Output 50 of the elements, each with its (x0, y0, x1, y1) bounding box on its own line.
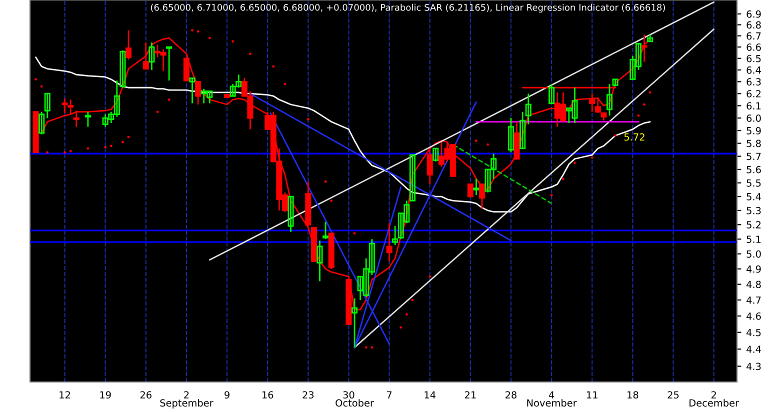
ref-line-label: 5.72 (624, 133, 644, 141)
x-tick-label: 25 (668, 391, 679, 399)
y-tick-label: 5.7 (746, 152, 761, 160)
x-tick-label: 14 (424, 391, 436, 398)
x-tick-label: 4 (548, 391, 554, 398)
y-tick-label: 6.5 (746, 54, 761, 62)
x2-tick-label: November (527, 399, 577, 407)
x-tick-label: 18 (628, 391, 638, 399)
y-tick-label: 6.7 (746, 32, 761, 40)
x-tick-label: 28 (506, 391, 517, 399)
x-tick-label: 2 (711, 391, 716, 398)
y-tick-label: 6.6 (746, 44, 761, 51)
x-tick-label: 30 (343, 391, 354, 399)
y-tick-label: 6.9 (746, 10, 761, 18)
y-tick-label: 6.4 (746, 66, 761, 74)
y-tick-label: 4.6 (746, 312, 761, 320)
y-tick-label: 4.9 (746, 265, 761, 273)
y-tick-label: 5.5 (746, 179, 761, 187)
y-tick-label: 4.8 (746, 280, 761, 288)
x-tick-label: 26 (140, 391, 152, 399)
y-tick-label: 6.8 (746, 21, 761, 29)
y-tick-label: 4.7 (746, 296, 761, 304)
x2-tick-label: September (160, 399, 214, 408)
x-tick-label: 19 (100, 391, 111, 399)
x2-tick-label: October (336, 399, 374, 407)
x-tick-label: 12 (60, 391, 70, 398)
y-tick-label: 4.3 (746, 362, 761, 370)
y-tick-label: 5.6 (746, 166, 761, 174)
x-tick-label: 21 (464, 391, 476, 398)
chart-title: (6.65000, 6.71000, 6.65000, 6.68000, +0.07000), Parabolic SAR (6.21165), Linear Regression Indicator (6.66618) (150, 4, 665, 13)
y-tick-label: 6.3 (746, 78, 761, 86)
y-tick-label: 5.0 (746, 250, 761, 258)
y-tick-label: 6.2 (746, 90, 761, 98)
x-tick-label: 2 (184, 391, 189, 398)
y-tick-label: 5.1 (746, 236, 761, 243)
x2-tick-label: December (690, 399, 740, 407)
y-tick-label: 5.4 (746, 193, 761, 200)
y-tick-label: 5.3 (746, 206, 761, 214)
x-tick-label: 7 (387, 391, 392, 398)
y-tick-label: 5.2 (746, 221, 761, 228)
y-tick-label: 4.5 (746, 328, 761, 336)
y-tick-label: 6.1 (746, 102, 761, 110)
x-tick-label: 23 (302, 391, 314, 399)
x-tick-label: 11 (587, 391, 598, 398)
x-tick-label: 16 (262, 391, 274, 399)
y-tick-label: 5.8 (746, 140, 761, 148)
y-tick-label: 4.4 (746, 346, 761, 353)
y-tick-label: 6.0 (746, 114, 761, 122)
y-tick-label: 5.9 (746, 127, 761, 134)
x-tick-label: 9 (224, 391, 230, 399)
